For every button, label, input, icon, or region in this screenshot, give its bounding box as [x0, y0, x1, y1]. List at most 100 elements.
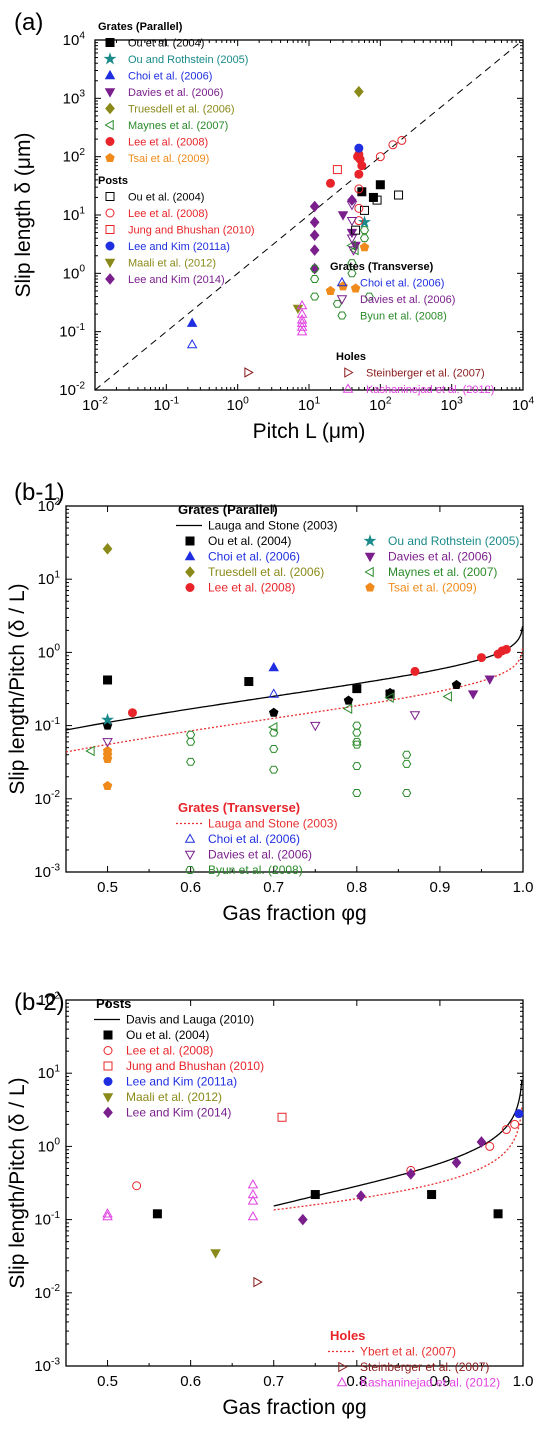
data-point — [244, 677, 254, 687]
data-point — [342, 703, 353, 714]
data-point — [296, 314, 308, 324]
legend-label: Choi et al. (2006) — [208, 832, 300, 846]
data-point — [451, 1156, 462, 1169]
plot-frame — [65, 999, 524, 1367]
data-point — [325, 178, 335, 188]
legend-label: Lee et al. (2008) — [208, 581, 295, 595]
data-point — [352, 737, 362, 746]
data-point — [85, 745, 95, 757]
data-point — [359, 226, 370, 235]
data-point — [352, 740, 362, 749]
plot-frame — [65, 505, 524, 873]
legend-marker — [363, 534, 377, 547]
data-point — [269, 728, 279, 737]
legend-marker — [365, 582, 375, 592]
data-point — [186, 338, 198, 349]
data-point — [103, 675, 113, 685]
data-point — [347, 194, 357, 206]
x-tick-label: 0.8 — [346, 879, 367, 896]
data-point — [132, 1181, 142, 1191]
x-tick-label: 1.0 — [513, 1373, 534, 1390]
y-tick-label: 10-1 — [34, 1210, 60, 1229]
data-point — [352, 684, 362, 694]
legend-label: Tsai et al. (2009) — [128, 153, 209, 165]
data-point — [375, 180, 385, 190]
data-point — [402, 750, 412, 759]
data-point — [394, 190, 404, 200]
data-point — [353, 152, 363, 162]
legend-marker — [104, 88, 116, 98]
legend-label: Choi et al. (2006) — [128, 71, 212, 83]
legend-label: Lee et al. (2008) — [126, 1044, 213, 1058]
data-point — [186, 757, 196, 766]
data-point — [352, 789, 362, 797]
legend-label: Maynes et al. (2007) — [128, 120, 228, 132]
legend-marker — [364, 566, 374, 578]
legend-marker — [185, 866, 195, 874]
legend-marker — [103, 1061, 113, 1071]
x-tick-label: 0.8 — [346, 1373, 367, 1390]
data-point — [510, 1119, 520, 1129]
data-point — [247, 1195, 259, 1205]
legend-marker — [344, 367, 354, 378]
panel-label: (a) — [14, 9, 43, 36]
legend-label: Ou and Rothstein (2005) — [128, 54, 248, 66]
data-point — [101, 713, 115, 726]
legend-label: Steinberger et al. (2007) — [360, 1360, 489, 1374]
data-point — [296, 326, 308, 336]
data-point — [343, 695, 354, 705]
panel-label: (b-1) — [14, 479, 65, 506]
data-point — [352, 721, 362, 730]
legend-title: Holes — [336, 351, 366, 363]
legend-group: Grates (Parallel)Lauga and Stone (2003)O… — [176, 502, 519, 595]
data-point — [102, 543, 113, 555]
legend-marker — [104, 69, 116, 80]
data-point — [310, 275, 320, 283]
data-point — [375, 152, 385, 162]
data-point — [253, 1276, 263, 1288]
data-point — [102, 1208, 113, 1218]
data-point — [247, 1179, 259, 1189]
data-point — [388, 140, 398, 150]
x-tick-label: 0.5 — [97, 879, 118, 896]
data-point — [410, 666, 420, 676]
data-point — [152, 1209, 162, 1219]
data-point — [354, 184, 364, 194]
legend-label: Ou and Rothstein (2005) — [388, 534, 519, 548]
data-point — [501, 644, 511, 654]
data-point — [354, 143, 364, 153]
legend-marker — [103, 1106, 113, 1119]
legend-label: Ou et al. (2004) — [128, 192, 204, 204]
legend-label: Lauga and Stone (2003) — [208, 817, 337, 831]
data-point — [364, 292, 374, 301]
data-point — [296, 317, 308, 327]
data-point — [325, 285, 336, 295]
data-point — [442, 691, 452, 702]
data-point — [397, 135, 407, 145]
data-point — [359, 234, 370, 243]
x-tick-label: 0.7 — [263, 1373, 284, 1390]
legend-marker — [104, 119, 114, 131]
chart-panel-2: (b-1) 0.5 0.6 0.7 0.8 0.9 1.0 10-3 10-2 10-1 100 10… — [6, 479, 533, 925]
y-tick-label: 101 — [38, 1063, 61, 1082]
legend-label: Kashaninejad et al. (2012) — [360, 1376, 500, 1390]
legend-label: Kashaninejad et al. (2012) — [366, 384, 494, 396]
legend-marker — [336, 276, 348, 287]
data-point — [244, 367, 254, 378]
x-tick-label: 0.5 — [97, 1373, 118, 1390]
data-point — [359, 242, 370, 252]
legend-label: Davis and Lauga (2010) — [126, 1013, 254, 1027]
data-point — [485, 1141, 495, 1151]
data-point — [451, 679, 462, 689]
x-tick-label: 0.9 — [429, 879, 450, 896]
data-point — [309, 216, 320, 229]
legend-label: Lee and Kim (2014) — [126, 1106, 231, 1120]
legend-title: Grates (Parallel) — [98, 21, 183, 33]
data-point — [210, 1249, 221, 1259]
data-point — [102, 1210, 113, 1221]
legend-marker — [337, 311, 347, 320]
data-point — [372, 195, 382, 205]
data-point — [360, 205, 370, 215]
